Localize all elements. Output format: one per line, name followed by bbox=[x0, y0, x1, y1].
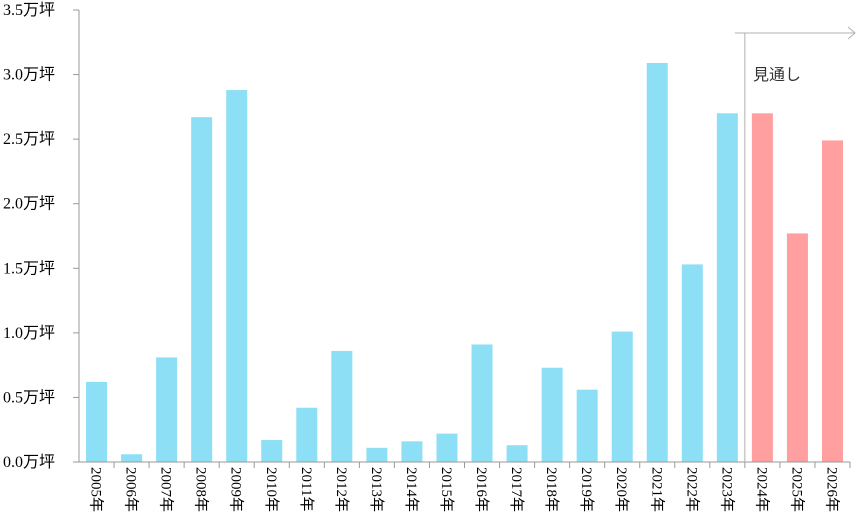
x-tick-label: 2024年 bbox=[753, 467, 770, 512]
x-tick-label: 2014年 bbox=[403, 467, 420, 512]
x-tick-label: 2006年 bbox=[123, 467, 140, 512]
bar-2020年 bbox=[611, 331, 633, 462]
bar-2023年 bbox=[716, 113, 738, 463]
x-tick-label: 2009年 bbox=[228, 467, 245, 512]
bar-2016年 bbox=[471, 344, 493, 462]
x-tick-label: 2019年 bbox=[578, 467, 595, 512]
x-tick-label: 2018年 bbox=[543, 467, 560, 512]
x-tick-label: 2013年 bbox=[368, 467, 385, 512]
x-tick-label: 2022年 bbox=[683, 467, 700, 512]
x-tick-label: 2015年 bbox=[438, 467, 455, 512]
bar-2014年 bbox=[401, 441, 423, 462]
forecast-arrow-head bbox=[847, 26, 856, 40]
x-tick-label: 2010年 bbox=[263, 467, 280, 512]
x-tick-label: 2021年 bbox=[648, 467, 665, 512]
x-tick-label: 2008年 bbox=[193, 467, 210, 512]
y-tick-label: 1.5万坪 bbox=[3, 259, 55, 277]
forecast-marker: 見通し bbox=[734, 26, 856, 462]
x-tick-label: 2026年 bbox=[823, 467, 840, 512]
y-tick-label: 0.0万坪 bbox=[3, 453, 55, 471]
y-tick-label: 3.5万坪 bbox=[3, 1, 55, 19]
bar-2007年 bbox=[156, 357, 178, 462]
bar-2009年 bbox=[226, 90, 248, 462]
bar-2024年 bbox=[751, 113, 773, 463]
x-tick-label: 2017年 bbox=[508, 467, 525, 512]
y-tick-label: 3.0万坪 bbox=[3, 66, 55, 84]
x-tick-label: 2011年 bbox=[298, 467, 315, 511]
bar-2019年 bbox=[576, 389, 598, 462]
bar-2008年 bbox=[191, 117, 213, 462]
bar-2010年 bbox=[261, 440, 283, 462]
bar-2013年 bbox=[366, 447, 388, 462]
bar-2017年 bbox=[506, 445, 528, 462]
y-tick-label: 1.0万坪 bbox=[3, 324, 55, 342]
bar-2025年 bbox=[786, 233, 808, 462]
x-tick-label: 2025年 bbox=[788, 467, 805, 512]
x-tick-label: 2023年 bbox=[718, 467, 735, 512]
forecast-annotation: 見通し bbox=[753, 66, 801, 84]
bars bbox=[86, 62, 843, 463]
x-tick-label: 2012年 bbox=[333, 467, 350, 512]
x-tick-label: 2020年 bbox=[613, 467, 630, 512]
bar-2018年 bbox=[541, 367, 563, 462]
y-tick-label: 0.5万坪 bbox=[3, 388, 55, 406]
y-tick-label: 2.0万坪 bbox=[3, 195, 55, 213]
bar-2012年 bbox=[331, 350, 353, 462]
bar-2022年 bbox=[681, 264, 703, 462]
bar-2011年 bbox=[296, 407, 318, 462]
bar-2006年 bbox=[121, 454, 143, 462]
x-tick-label: 2005年 bbox=[88, 467, 105, 512]
bar-2021年 bbox=[646, 62, 668, 462]
bar-2015年 bbox=[436, 433, 458, 462]
x-tick-label: 2007年 bbox=[158, 467, 175, 512]
y-axis: 0.0万坪 0.5万坪 1.0万坪 1.5万坪 2.0万坪 2.5万坪 3.0万坪 3.5万坪 bbox=[3, 1, 80, 471]
x-tick-label: 2016年 bbox=[473, 467, 490, 512]
y-tick-label: 2.5万坪 bbox=[3, 130, 55, 148]
bar-2005年 bbox=[86, 381, 108, 462]
x-axis: 2005年 2006年 2007年 2008年 2009年 2010年 2011年 2012年… bbox=[79, 461, 851, 512]
bar-2026年 bbox=[821, 140, 843, 463]
